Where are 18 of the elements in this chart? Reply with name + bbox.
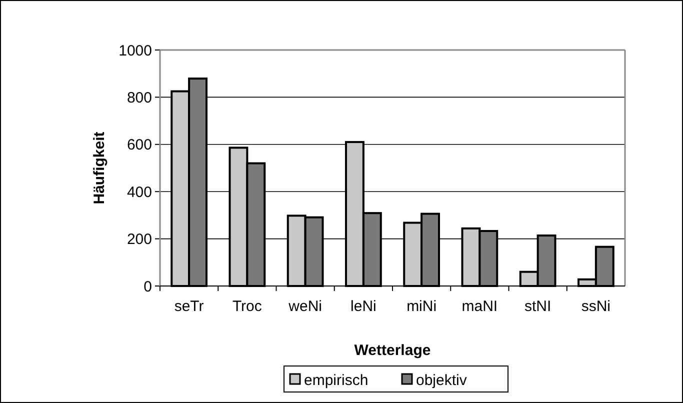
x-tick-label: miNi xyxy=(406,298,437,315)
legend-label: empirisch xyxy=(304,372,368,389)
y-tick-label: 200 xyxy=(126,231,152,248)
x-tick-label: maNI xyxy=(462,298,498,315)
legend-label: objektiv xyxy=(416,372,468,389)
y-tick-label: 400 xyxy=(126,184,152,201)
y-tick-label: 1000 xyxy=(118,42,152,60)
x-tick-label: ssNi xyxy=(581,298,611,315)
x-tick-label: Troc xyxy=(232,298,262,315)
x-tick-label: seTr xyxy=(174,298,204,315)
x-tick-label: leNi xyxy=(350,298,376,315)
y-axis-title: Häufigkeit xyxy=(91,132,108,204)
y-tick-label: 600 xyxy=(126,136,152,154)
x-tick-label: stNI xyxy=(524,298,552,315)
y-tick-label: 0 xyxy=(144,278,152,296)
x-axis-title: Wetterlage xyxy=(354,342,431,359)
y-tick-label: 800 xyxy=(126,89,152,106)
x-tick-label: weNi xyxy=(288,298,322,315)
